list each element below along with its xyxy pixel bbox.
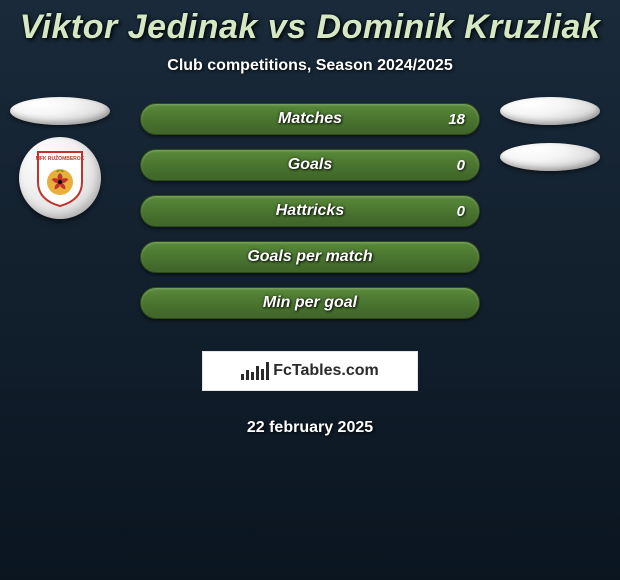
club-crest-icon: MFK RUŽOMBEROK bbox=[34, 148, 86, 208]
stat-label: Goals per match bbox=[247, 248, 372, 266]
branding-prefix: Fc bbox=[273, 362, 292, 379]
left-player-column: MFK RUŽOMBEROK bbox=[10, 97, 110, 219]
branding-text: FcTables.com bbox=[273, 362, 379, 380]
stat-value-right: 0 bbox=[457, 203, 465, 220]
crest-text: MFK RUŽOMBEROK bbox=[36, 154, 85, 162]
stat-row-matches: Matches 18 bbox=[140, 103, 480, 135]
snapshot-date: 22 february 2025 bbox=[247, 419, 373, 437]
stat-label: Min per goal bbox=[263, 294, 357, 312]
stat-row-hattricks: Hattricks 0 bbox=[140, 195, 480, 227]
player-slot-oval bbox=[500, 97, 600, 125]
player-slot-oval bbox=[500, 143, 600, 171]
stat-value-right: 0 bbox=[457, 157, 465, 174]
stat-label: Matches bbox=[278, 110, 342, 128]
stat-rows: MFK RUŽOMBEROK bbox=[0, 103, 620, 437]
comparison-card: Viktor Jedinak vs Dominik Kruzliak Club … bbox=[0, 0, 620, 437]
page-title: Viktor Jedinak vs Dominik Kruzliak bbox=[20, 8, 601, 47]
player-slot-oval bbox=[10, 97, 110, 125]
source-branding[interactable]: FcTables.com bbox=[202, 351, 418, 391]
club-badge-left: MFK RUŽOMBEROK bbox=[19, 137, 101, 219]
subtitle: Club competitions, Season 2024/2025 bbox=[167, 57, 452, 75]
branding-suffix: Tables.com bbox=[292, 362, 379, 379]
stat-row-goals-per-match: Goals per match bbox=[140, 241, 480, 273]
right-player-column bbox=[500, 97, 600, 171]
stat-label: Hattricks bbox=[276, 202, 344, 220]
bars-icon bbox=[241, 362, 269, 380]
stat-row-min-per-goal: Min per goal bbox=[140, 287, 480, 319]
stat-row-goals: Goals 0 bbox=[140, 149, 480, 181]
stat-label: Goals bbox=[288, 156, 332, 174]
stat-value-right: 18 bbox=[448, 111, 465, 128]
